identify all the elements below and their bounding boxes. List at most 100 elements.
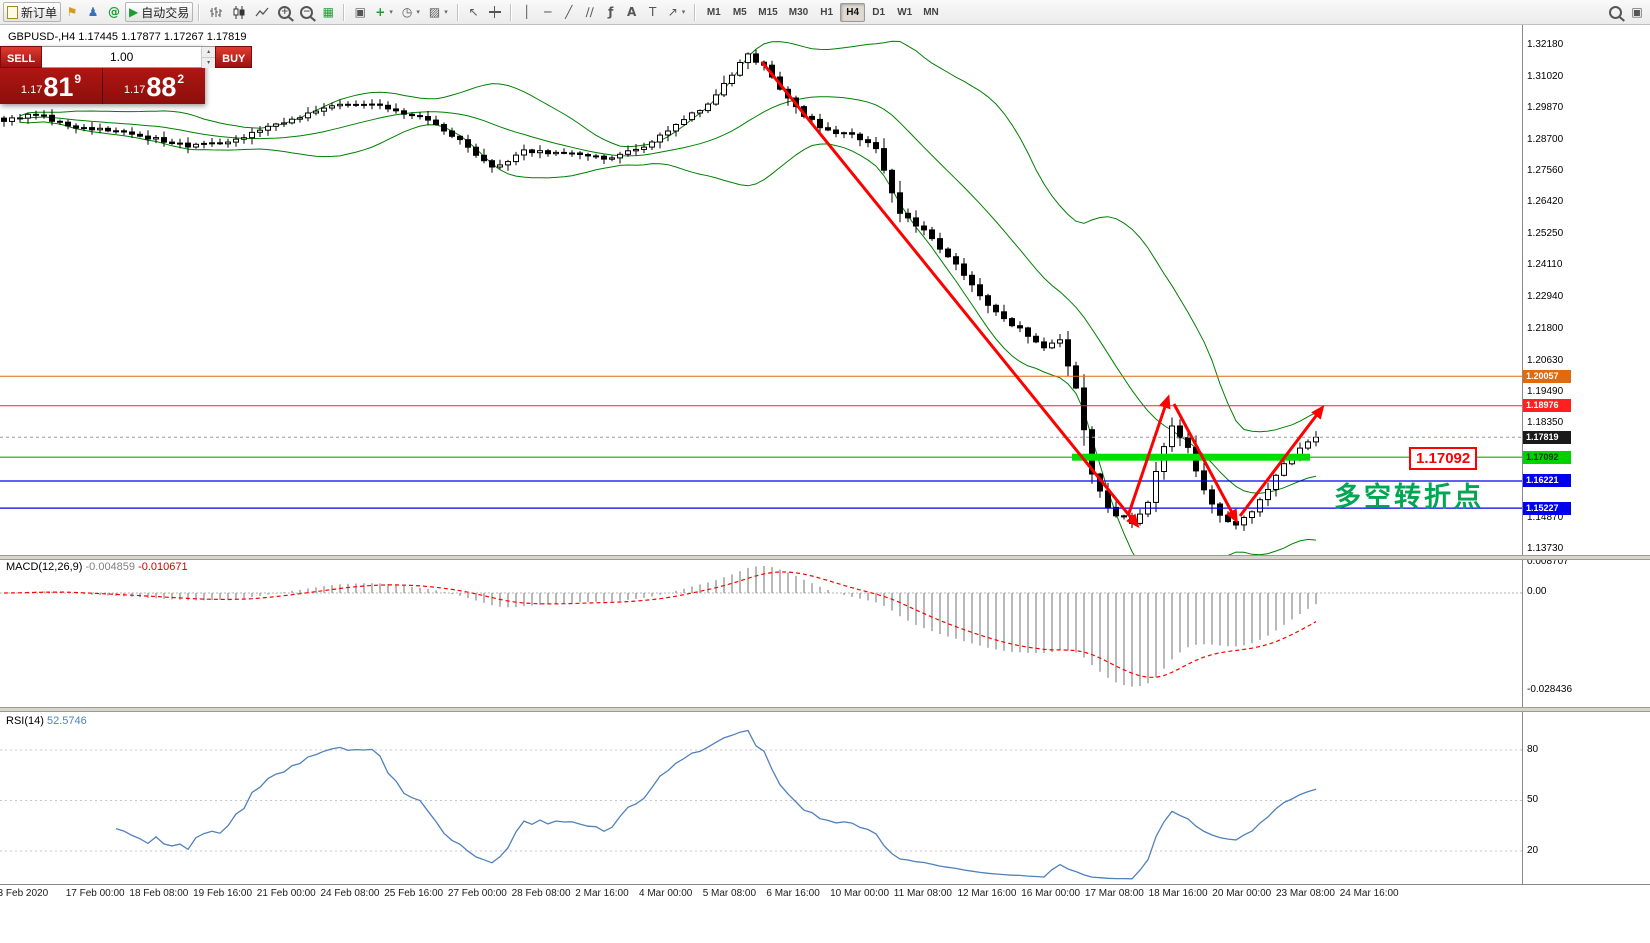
time-axis-label: 10 Mar 00:00 — [830, 888, 890, 899]
search-button[interactable] — [1605, 2, 1626, 22]
sell-button[interactable]: SELL — [0, 46, 43, 68]
macd-panel-separator[interactable] — [0, 555, 1650, 560]
time-axis-label: 24 Feb 08:00 — [320, 888, 380, 899]
timeframe-h1[interactable]: H1 — [814, 3, 839, 22]
top-toolbar: 新订单 ⚑ ♟ @ ▶ 自动交易 + − ▦ ▣ + ▾ ◷ ▾ ▨ ▾ ↖ │ ─ — [0, 0, 1650, 25]
help-button[interactable]: ▣ — [1627, 2, 1647, 22]
alerts-button[interactable]: ⚑ — [62, 2, 82, 22]
shapes-button[interactable]: ↗ ▾ — [664, 2, 690, 22]
time-axis-label: 17 Mar 08:00 — [1084, 888, 1144, 899]
macd-label: MACD(12,26,9) — [6, 561, 83, 573]
price-axis-label: 1.20630 — [1527, 354, 1564, 366]
time-axis-label: 6 Mar 16:00 — [766, 888, 820, 899]
zoom-in-button[interactable]: + — [274, 2, 295, 22]
zoom-out-button[interactable]: − — [296, 2, 317, 22]
price-marker-badge: 1.17092 — [1523, 450, 1571, 464]
grid-button[interactable]: ▦ — [318, 2, 338, 22]
time-axis-label: 28 Feb 08:00 — [511, 888, 571, 899]
time-axis-label: 13 Feb 2020 — [0, 888, 49, 899]
periods-button[interactable]: ◷ ▾ — [398, 2, 424, 22]
price-axis-label: 1.18350 — [1527, 416, 1564, 428]
profile-button[interactable]: ♟ — [83, 2, 103, 22]
macd-value: -0.004859 — [85, 561, 136, 573]
price-marker-badge: 1.16221 — [1523, 474, 1571, 488]
buy-price-prefix: 1.17 — [123, 84, 146, 96]
sell-price[interactable]: 1.17 81 9 — [0, 68, 103, 104]
fibonacci-icon: ƒ — [608, 5, 614, 19]
timeframe-w1[interactable]: W1 — [892, 3, 917, 22]
candlestick-chart-icon — [233, 5, 245, 19]
trendline-button[interactable]: ╱ — [559, 2, 579, 22]
toolbar-separator — [509, 3, 512, 21]
candlestick-chart-button[interactable] — [228, 2, 250, 22]
bar-chart-button[interactable] — [205, 2, 227, 22]
templates-button[interactable]: ▨ ▾ — [425, 2, 452, 22]
timeframe-m5[interactable]: M5 — [727, 3, 752, 22]
text-label-button[interactable]: T — [643, 2, 663, 22]
chart-canvas[interactable] — [0, 25, 1650, 943]
toolbar-separator — [198, 3, 201, 21]
timeframe-d1[interactable]: D1 — [866, 3, 891, 22]
tile-windows-button[interactable]: ▣ — [350, 2, 370, 22]
zoom-in-icon: + — [278, 5, 292, 19]
tile-windows-icon: ▣ — [354, 5, 366, 19]
vertical-line-button[interactable]: │ — [517, 2, 537, 22]
help-panel-icon: ▣ — [1631, 5, 1643, 19]
fibonacci-button[interactable]: ƒ — [601, 2, 621, 22]
rsi-panel-separator[interactable] — [0, 707, 1650, 712]
toolbar-separator — [456, 3, 459, 21]
sell-price-pip: 9 — [74, 72, 82, 86]
time-axis-label: 23 Mar 08:00 — [1276, 888, 1335, 899]
macd-pane-layer — [0, 566, 1522, 687]
horizontal-line-button[interactable]: ─ — [538, 2, 558, 22]
toolbar-separator — [694, 3, 697, 21]
indicators-button[interactable]: + ▾ — [371, 2, 397, 22]
autotrading-button[interactable]: ▶ 自动交易 — [125, 2, 194, 22]
time-axis-label: 24 Mar 16:00 — [1339, 888, 1399, 899]
price-axis-label: 1.19490 — [1527, 385, 1564, 397]
trendline-icon: ╱ — [565, 5, 573, 19]
price-axis[interactable]: 1.32180 1.31020 1.29870 1.28700 1.27560 1.264… — [1523, 25, 1649, 902]
price-axis-border — [1522, 25, 1523, 902]
timeframe-m15[interactable]: M15 — [753, 3, 782, 22]
price-axis-label: 1.32180 — [1527, 39, 1564, 50]
crosshair-button[interactable] — [485, 2, 505, 22]
volume-stepper: ▴ ▾ — [201, 47, 216, 68]
time-axis-label: 18 Mar 16:00 — [1148, 888, 1208, 899]
add-indicator-icon: + — [375, 5, 386, 19]
line-chart-button[interactable] — [251, 2, 273, 22]
macd-signal-value: -0.010671 — [138, 561, 188, 573]
clock-icon: ◷ — [401, 5, 413, 19]
price-axis-label: 1.29870 — [1527, 102, 1564, 114]
timeframe-mn[interactable]: MN — [918, 3, 944, 22]
channel-button[interactable]: ∕∕ — [580, 2, 600, 22]
new-order-label: 新订单 — [21, 5, 58, 20]
timeframe-h4[interactable]: H4 — [840, 2, 866, 22]
community-button[interactable]: @ — [104, 2, 124, 22]
buy-button[interactable]: BUY — [215, 46, 253, 68]
zoom-out-icon: − — [300, 5, 314, 19]
price-axis-label: 1.24110 — [1527, 259, 1563, 271]
time-axis-label: 4 Mar 00:00 — [639, 888, 693, 899]
new-order-button[interactable]: 新订单 — [3, 2, 62, 22]
chevron-down-icon: ▾ — [416, 8, 420, 16]
price-marker-badge: 1.20057 — [1523, 369, 1571, 383]
rsi-pane-layer — [0, 729, 1522, 880]
text-button[interactable]: A — [622, 2, 642, 22]
chevron-down-icon: ▾ — [444, 8, 448, 16]
timeframe-m30[interactable]: M30 — [784, 3, 813, 22]
volume-up-icon[interactable]: ▴ — [202, 47, 216, 58]
globe-icon: @ — [108, 5, 121, 19]
cursor-button[interactable]: ↖ — [464, 2, 484, 22]
price-axis-label: 1.14870 — [1527, 511, 1564, 523]
volume-input[interactable] — [42, 47, 202, 67]
sell-price-prefix: 1.17 — [20, 84, 43, 96]
volume-down-icon[interactable]: ▾ — [202, 58, 216, 68]
time-axis[interactable]: 13 Feb 2020 17 Feb 00:00 18 Feb 08:00 19 Fe… — [0, 884, 1650, 905]
price-axis-label: 1.28700 — [1527, 134, 1564, 146]
buy-price[interactable]: 1.17 88 2 — [103, 68, 205, 104]
time-axis-label: 19 Feb 16:00 — [193, 888, 253, 899]
timeframe-m1[interactable]: M1 — [701, 3, 726, 22]
price-marker-badge: 1.17819 — [1523, 430, 1571, 444]
